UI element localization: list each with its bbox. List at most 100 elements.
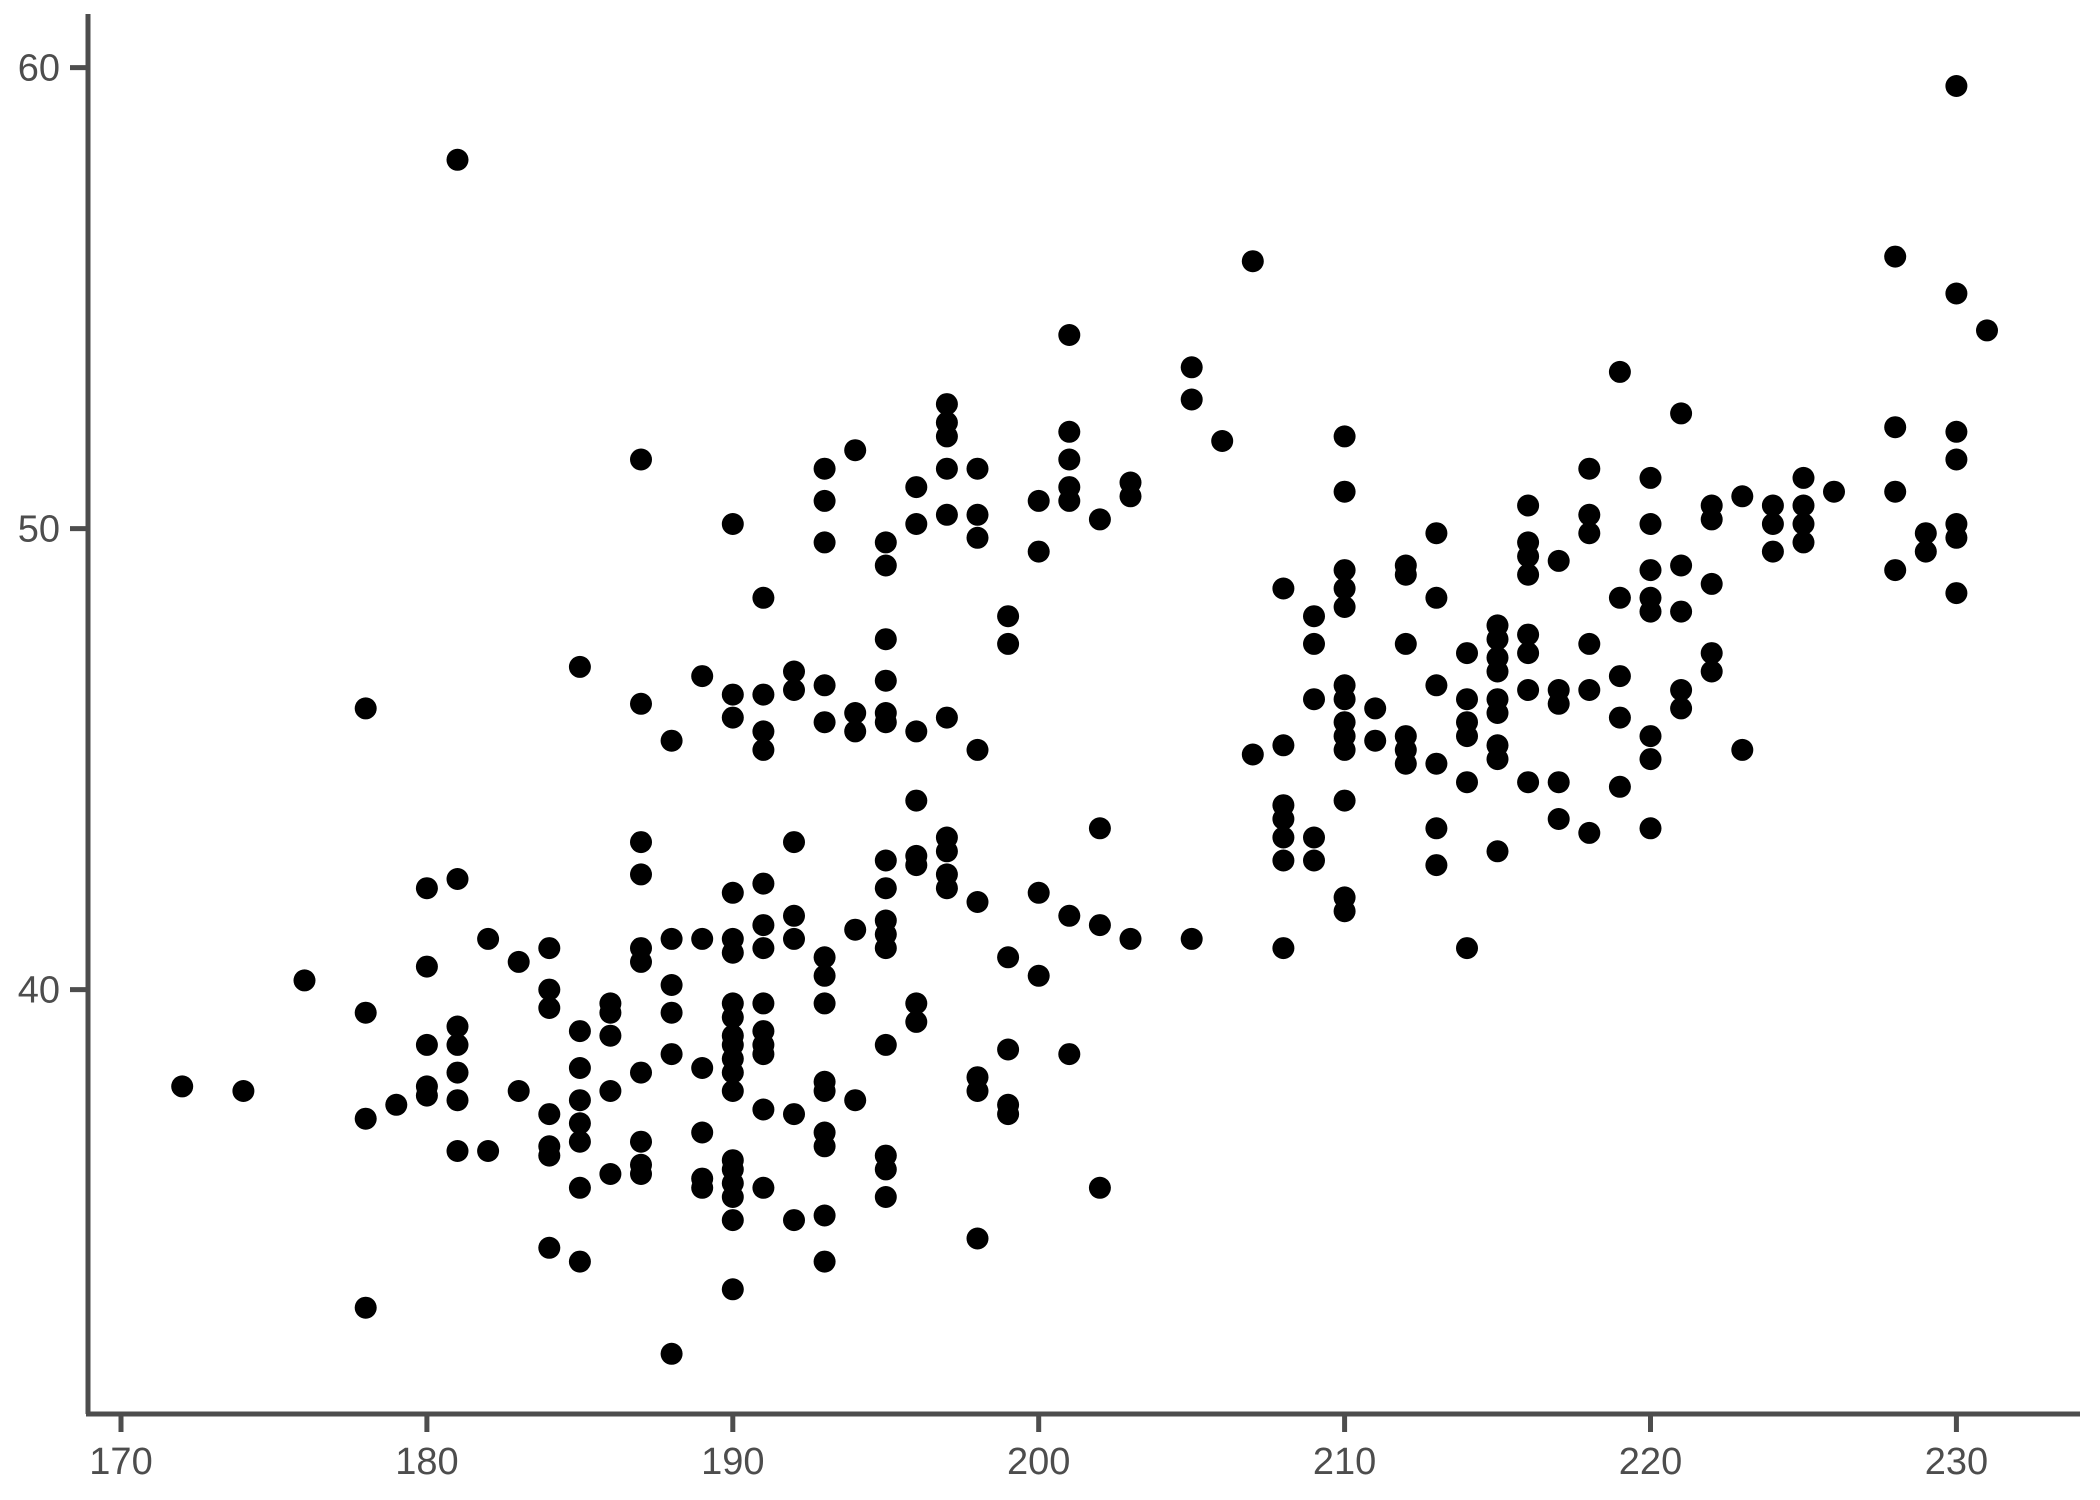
data-point: [568, 1089, 591, 1112]
data-point: [1578, 457, 1601, 480]
data-point: [1272, 577, 1295, 600]
data-point: [935, 503, 958, 526]
data-point: [1425, 586, 1448, 609]
x-tick-label: 210: [1313, 1441, 1376, 1483]
data-point: [1364, 729, 1387, 752]
data-point: [599, 1001, 622, 1024]
data-point: [1333, 596, 1356, 618]
data-point: [1945, 282, 1968, 305]
data-point: [415, 955, 438, 978]
data-point: [1639, 817, 1662, 840]
data-point: [1884, 416, 1907, 439]
data-point: [874, 937, 897, 960]
data-point: [415, 1084, 438, 1107]
data-point: [1608, 586, 1631, 609]
data-point: [477, 927, 500, 950]
data-point: [1578, 632, 1601, 655]
data-point: [568, 1057, 591, 1079]
data-point: [1884, 245, 1907, 268]
data-point: [874, 669, 897, 692]
data-point: [874, 877, 897, 900]
data-point: [599, 1080, 622, 1102]
data-point: [1700, 642, 1723, 665]
data-point: [1792, 531, 1815, 554]
data-point: [538, 997, 561, 1019]
data-point: [1425, 854, 1448, 877]
data-point: [1578, 821, 1601, 844]
data-point: [1180, 927, 1203, 950]
data-point: [1670, 554, 1693, 577]
data-point: [1517, 771, 1540, 794]
data-point: [1700, 572, 1723, 595]
data-point: [966, 1227, 989, 1250]
y-tick-label: 40: [18, 970, 60, 1012]
data-point: [1272, 808, 1295, 830]
data-point: [1700, 660, 1723, 683]
data-point: [568, 1176, 591, 1199]
data-point: [997, 1103, 1020, 1126]
data-point: [721, 683, 744, 706]
data-point: [966, 891, 989, 913]
data-point: [1945, 448, 1968, 471]
data-point: [1119, 485, 1142, 508]
data-point: [813, 457, 836, 480]
data-point: [599, 1024, 622, 1047]
data-point: [813, 489, 836, 512]
data-point: [568, 1020, 591, 1043]
data-point: [630, 448, 652, 471]
data-point: [721, 1080, 744, 1102]
data-point: [1394, 563, 1417, 586]
data-point: [1088, 817, 1111, 840]
data-point: [1547, 808, 1570, 830]
data-point: [660, 729, 683, 752]
data-point: [1731, 738, 1754, 761]
data-point: [966, 1080, 989, 1102]
data-point: [783, 927, 805, 950]
data-point: [1180, 356, 1203, 379]
data-point: [1578, 679, 1601, 701]
data-point: [1639, 513, 1662, 535]
data-point: [874, 1186, 897, 1208]
data-point: [813, 992, 836, 1015]
data-point: [1517, 563, 1540, 586]
data-point: [446, 148, 469, 171]
data-point: [507, 950, 530, 973]
data-point: [1272, 849, 1295, 872]
data-point: [997, 1038, 1020, 1061]
data-point: [1639, 725, 1662, 748]
data-point: [1792, 466, 1815, 489]
data-point: [966, 457, 989, 480]
data-point: [813, 711, 836, 734]
data-point: [1517, 642, 1540, 665]
data-point: [660, 927, 683, 950]
data-point: [1608, 706, 1631, 729]
data-point: [721, 1186, 744, 1208]
data-point: [1456, 937, 1478, 960]
data-point: [844, 1089, 867, 1112]
data-point: [935, 706, 958, 729]
data-point: [630, 1163, 652, 1185]
data-point: [1058, 420, 1081, 443]
data-point: [415, 877, 438, 900]
data-point: [446, 1033, 469, 1056]
data-point: [813, 1080, 836, 1102]
data-point: [630, 863, 652, 886]
data-point: [1333, 425, 1356, 448]
data-point: [1486, 840, 1509, 863]
data-point: [813, 964, 836, 987]
data-point: [293, 969, 316, 992]
data-point: [1517, 623, 1540, 646]
data-point: [1976, 319, 1998, 342]
data-point: [660, 1043, 683, 1066]
data-point: [1823, 480, 1845, 503]
data-point: [874, 554, 897, 577]
data-point: [752, 738, 775, 761]
data-point: [1792, 513, 1815, 535]
data-point: [1088, 508, 1111, 531]
data-point: [1700, 508, 1723, 531]
data-point: [874, 1158, 897, 1181]
data-point: [1547, 549, 1570, 572]
data-point: [1547, 771, 1570, 794]
data-point: [1456, 688, 1478, 711]
data-point: [1608, 775, 1631, 798]
